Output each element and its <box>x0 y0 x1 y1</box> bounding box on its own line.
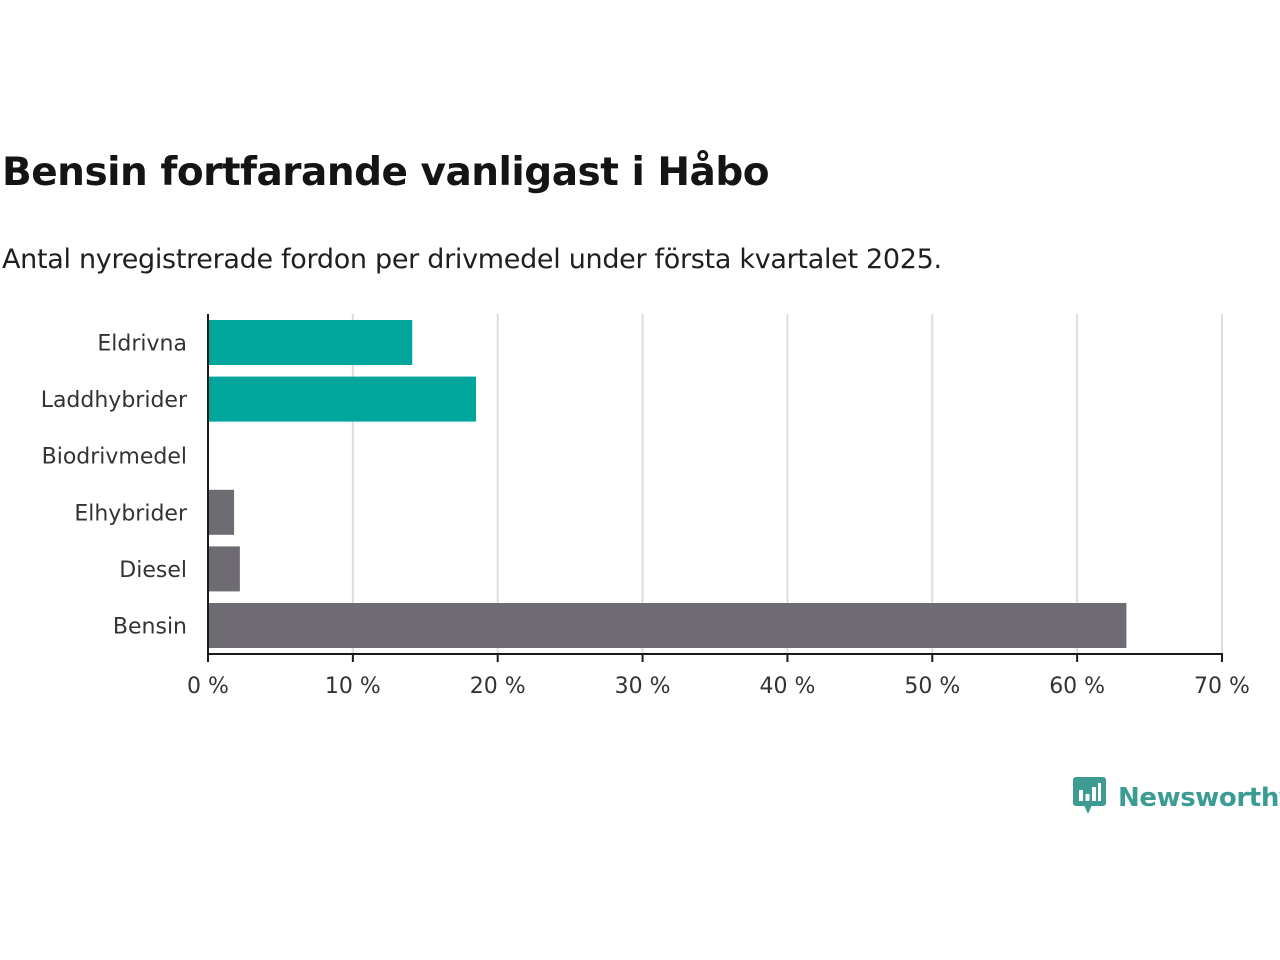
bar <box>208 546 240 592</box>
x-tick-label: 60 % <box>1049 674 1105 699</box>
category-label: Elhybrider <box>74 501 188 526</box>
bar <box>208 320 413 365</box>
x-tick-label: 50 % <box>904 674 960 699</box>
category-label: Diesel <box>119 558 187 583</box>
category-label: Eldrivna <box>97 332 187 357</box>
x-tick-label: 70 % <box>1194 674 1250 699</box>
brand-logo: Newsworthy <box>1072 776 1280 820</box>
chart-subtitle: Antal nyregistrerade fordon per drivmede… <box>2 244 942 275</box>
chart-title: Bensin fortfarande vanligast i Håbo <box>2 150 770 195</box>
bar <box>208 489 235 535</box>
bar <box>208 603 1127 648</box>
x-tick-label: 40 % <box>759 674 815 699</box>
brand-name: Newsworthy <box>1118 783 1280 813</box>
x-tick-label: 30 % <box>615 674 671 699</box>
x-tick-label: 20 % <box>470 674 526 699</box>
x-tick-label: 10 % <box>325 674 381 699</box>
x-tick-label: 0 % <box>187 674 229 699</box>
category-label: Biodrivmedel <box>42 445 187 470</box>
category-label: Bensin <box>113 615 187 640</box>
newsworthy-logo-icon <box>1072 776 1108 820</box>
category-label: Laddhybrider <box>41 388 188 413</box>
bar <box>208 376 476 422</box>
